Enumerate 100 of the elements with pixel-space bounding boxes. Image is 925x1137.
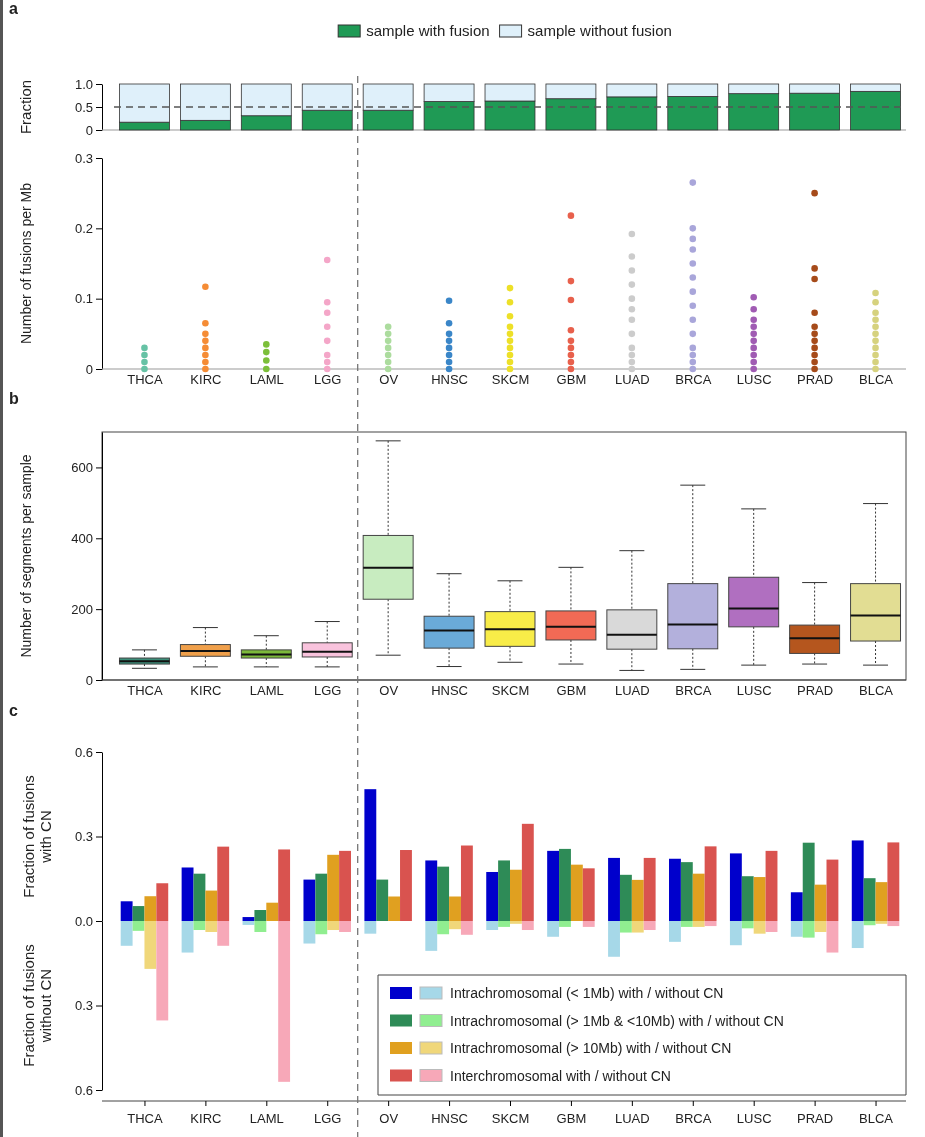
bar [741,921,754,929]
y-tick-label: 0.6 [74,744,93,760]
x-tick-label: LGG [314,371,342,387]
x-tick-label: PRAD [797,1111,834,1127]
y-tick-label: 0 [85,122,93,138]
x-tick-label: LUSC [736,682,772,698]
y-tick-label: 0.2 [74,220,93,236]
y-tick-label: 0.3 [74,829,93,845]
x-tick-label: OV [379,371,399,387]
legend-label: Interchromosomal with / without CN [450,1067,671,1084]
x-tick-label: LAML [249,1111,284,1127]
bar [510,921,522,924]
bar [814,921,827,932]
legend-label: Intrachromosomal (> 1Mb & <10Mb) with / without CN [450,1012,784,1029]
x-tick-label: LUAD [615,371,650,387]
bar [753,921,766,934]
x-tick-label: LAML [249,682,284,698]
x-tick-label: LAML [249,371,284,387]
text: b [9,390,19,407]
y-tick-label: 400 [71,530,93,546]
x-tick-label: BLCA [859,371,894,387]
bar [875,921,888,924]
bar [437,921,450,935]
bar [388,896,401,921]
x-tick-label: THCA [127,682,163,698]
x-tick-label: LUAD [615,682,650,698]
x-tick-label: OV [379,682,399,698]
x-tick-label: LGG [314,1111,342,1127]
bar [887,921,900,927]
x-tick-label: BLCA [859,1111,894,1127]
text: c [9,702,18,719]
legend-label: Intrachromosomal (> 10Mb) with / without CN [450,1040,732,1056]
x-tick-label: GBM [556,371,587,387]
bar [570,864,583,921]
bar [692,921,705,927]
y-tick-label: 0.3 [74,998,93,1014]
bar [643,921,656,931]
x-tick-label: GBM [556,1111,587,1127]
y-tick-label: 200 [71,601,93,617]
text: a [9,0,18,17]
bar [582,921,595,927]
y-axis-title: Fraction of fusions with CN [20,775,55,898]
bar [315,921,328,935]
bar [193,921,206,931]
x-tick-label: BRCA [675,371,712,387]
bar [376,879,389,921]
x-tick-label: HNSC [431,371,468,387]
bar [680,921,693,927]
bar [498,921,510,927]
y-tick-label: 0.6 [74,1082,93,1098]
y-tick-label: 0.5 [74,99,93,115]
y-tick-label: 0 [85,672,93,688]
bar [863,921,876,926]
legend-label: sample without fusion [527,22,672,39]
x-tick-label: LGG [314,682,342,698]
x-tick-label: HNSC [431,682,468,698]
x-tick-label: THCA [127,371,163,387]
x-tick-label: KIRC [190,1111,222,1127]
x-tick-label: HNSC [431,1111,468,1127]
bar [704,921,717,927]
x-tick-label: OV [379,1111,399,1127]
bar [802,921,815,938]
legend-label: Intrachromosomal (< 1Mb) with / without CN [450,985,724,1001]
bar [547,921,560,937]
bar [765,921,778,932]
y-tick-label: 0.3 [74,150,93,166]
bar [631,921,644,933]
y-tick-label: 1.0 [74,76,93,92]
bar [327,921,340,931]
x-tick-label: PRAD [797,371,834,387]
bar [364,921,377,934]
y-tick-label: 600 [71,460,93,476]
x-tick-label: BLCA [859,682,894,698]
y-tick-label: 0 [85,361,93,377]
x-tick-label: GBM [556,682,587,698]
bar [400,850,412,921]
x-tick-label: LUAD [615,1111,650,1127]
x-tick-label: BRCA [675,1111,712,1127]
y-axis-title: Number of segments per sample [18,454,34,658]
x-tick-label: LUSC [736,1111,772,1127]
bar [339,921,351,932]
bar [460,921,473,935]
bar [486,921,499,931]
y-tick-label: 0.1 [74,291,93,307]
x-tick-label: THCA [127,1111,163,1127]
y-axis-title: Number of fusions per Mb [18,182,34,345]
x-tick-label: SKCM [491,682,530,698]
x-tick-label: PRAD [797,682,834,698]
x-tick-label: LUSC [736,371,772,387]
bar [619,921,632,933]
x-tick-label: KIRC [190,682,222,698]
legend-label: sample with fusion [366,22,490,39]
bar [559,921,571,927]
y-axis-title: Fraction [17,79,34,135]
y-tick-label: 0.0 [74,913,93,929]
x-tick-label: BRCA [675,682,712,698]
bar [266,902,279,921]
y-axis-title: Fraction of fusions without CN [20,944,55,1067]
x-tick-label: KIRC [190,371,222,387]
bar [521,921,534,931]
